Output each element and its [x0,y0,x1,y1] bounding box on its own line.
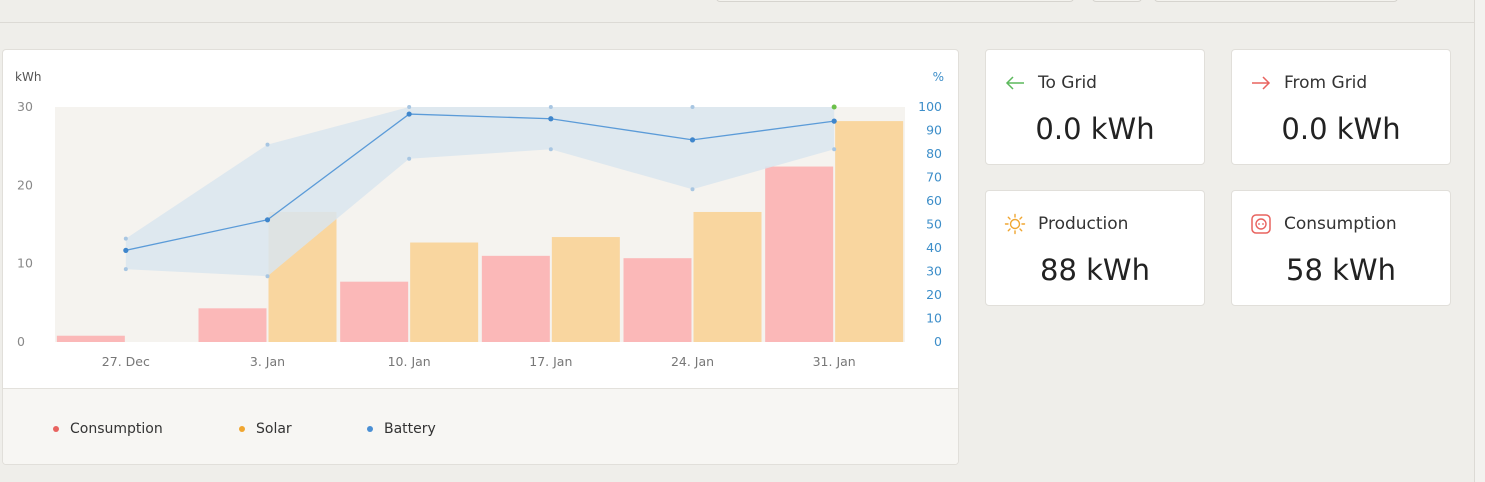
battery-max-point [548,105,553,109]
bar-consumption-3[interactable] [481,255,550,342]
arrow-right-icon [1252,76,1271,90]
battery-point-1[interactable] [264,217,271,223]
stat-card-from-grid: From Grid 0.0 kWh [1231,49,1451,165]
top-control-range[interactable] [1154,0,1398,2]
bar-solar-3[interactable] [551,237,620,342]
right-tick-label: 30 [926,264,942,279]
left-tick-label: 30 [17,99,33,114]
battery-max-point [265,142,270,147]
battery-point-0[interactable] [123,247,129,253]
battery-point-5[interactable] [831,118,837,124]
top-control-small[interactable] [1092,0,1142,2]
battery-point-3[interactable] [548,116,554,122]
x-tick-label: 3. Jan [250,354,285,369]
battery-range-band [125,107,835,277]
top-bar [0,0,1485,23]
right-tick-label: 20 [926,287,942,302]
right-tick-label: 70 [926,170,942,185]
stat-label-consumption: Consumption [1284,214,1397,234]
chart-legend: Consumption Solar Battery [3,388,958,464]
legend-item-consumption[interactable]: Consumption [53,421,163,437]
bar-solar-4[interactable] [693,211,762,342]
right-tick-label: 80 [926,146,942,161]
sun-icon [1004,213,1026,235]
battery-min-point [832,147,837,152]
right-tick-label: 40 [926,240,942,255]
right-tick-label: 0 [934,334,942,349]
left-axis-unit: kWh [15,70,41,84]
bar-consumption-5[interactable] [765,166,834,342]
left-tick-label: 0 [17,334,25,349]
legend-dot-battery [367,426,373,432]
bar-solar-2[interactable] [410,242,479,342]
battery-min-point [123,267,128,272]
x-tick-label: 31. Jan [813,354,856,369]
stat-label-to-grid: To Grid [1038,73,1097,93]
battery-min-point [690,187,695,192]
legend-item-solar[interactable]: Solar [239,421,292,437]
bar-solar-5[interactable] [835,121,904,342]
left-tick-label: 20 [17,177,33,192]
legend-label-solar: Solar [256,421,292,437]
legend-dot-consumption [53,426,59,432]
top-control-search[interactable] [716,0,1074,2]
energy-chart-card: kWh% 30 20 10 0 100 90 80 70 60 50 40 30 20 10 0 27. Dec… [2,49,959,465]
legend-dot-solar [239,426,245,432]
bar-consumption-1[interactable] [198,308,267,342]
stat-label-from-grid: From Grid [1284,73,1368,93]
battery-max-point [123,236,128,241]
left-tick-label: 10 [17,256,33,271]
x-tick-label: 27. Dec [102,354,150,369]
right-tick-label: 90 [926,123,942,138]
battery-line [125,113,835,251]
x-tick-label: 24. Jan [671,354,714,369]
bar-consumption-4[interactable] [623,258,692,342]
stat-value-production: 88 kWh [1040,253,1150,287]
x-tick-label: 17. Jan [529,354,572,369]
battery-min-point [265,274,270,279]
legend-item-battery[interactable]: Battery [367,421,436,437]
battery-min-point [548,147,553,152]
stat-value-consumption: 58 kWh [1286,253,1396,287]
battery-max-point [407,105,412,109]
scrollbar-track[interactable] [1474,0,1485,482]
right-tick-label: 50 [926,217,942,232]
stat-value-from-grid: 0.0 kWh [1281,112,1401,146]
x-tick-label: 10. Jan [388,354,431,369]
arrow-left-icon [1005,76,1024,90]
bar-consumption-2[interactable] [340,281,409,342]
battery-max-point [690,105,695,109]
right-tick-label: 10 [926,311,942,326]
battery-current-marker [831,104,837,110]
legend-label-consumption: Consumption [70,421,163,437]
bar-consumption-0[interactable] [56,335,125,342]
stat-value-to-grid: 0.0 kWh [1035,112,1155,146]
battery-point-2[interactable] [406,111,412,117]
right-tick-label: 60 [926,193,942,208]
right-axis-unit: % [933,70,944,84]
right-tick-label: 100 [918,99,942,114]
battery-min-point [407,156,412,161]
stat-card-production: Production 88 kWh [985,190,1205,306]
stat-card-consumption: Consumption 58 kWh [1231,190,1451,306]
battery-point-4[interactable] [689,137,696,143]
stat-label-production: Production [1038,214,1129,234]
stat-card-to-grid: To Grid 0.0 kWh [985,49,1205,165]
legend-label-battery: Battery [384,421,436,437]
socket-icon [1251,214,1271,234]
